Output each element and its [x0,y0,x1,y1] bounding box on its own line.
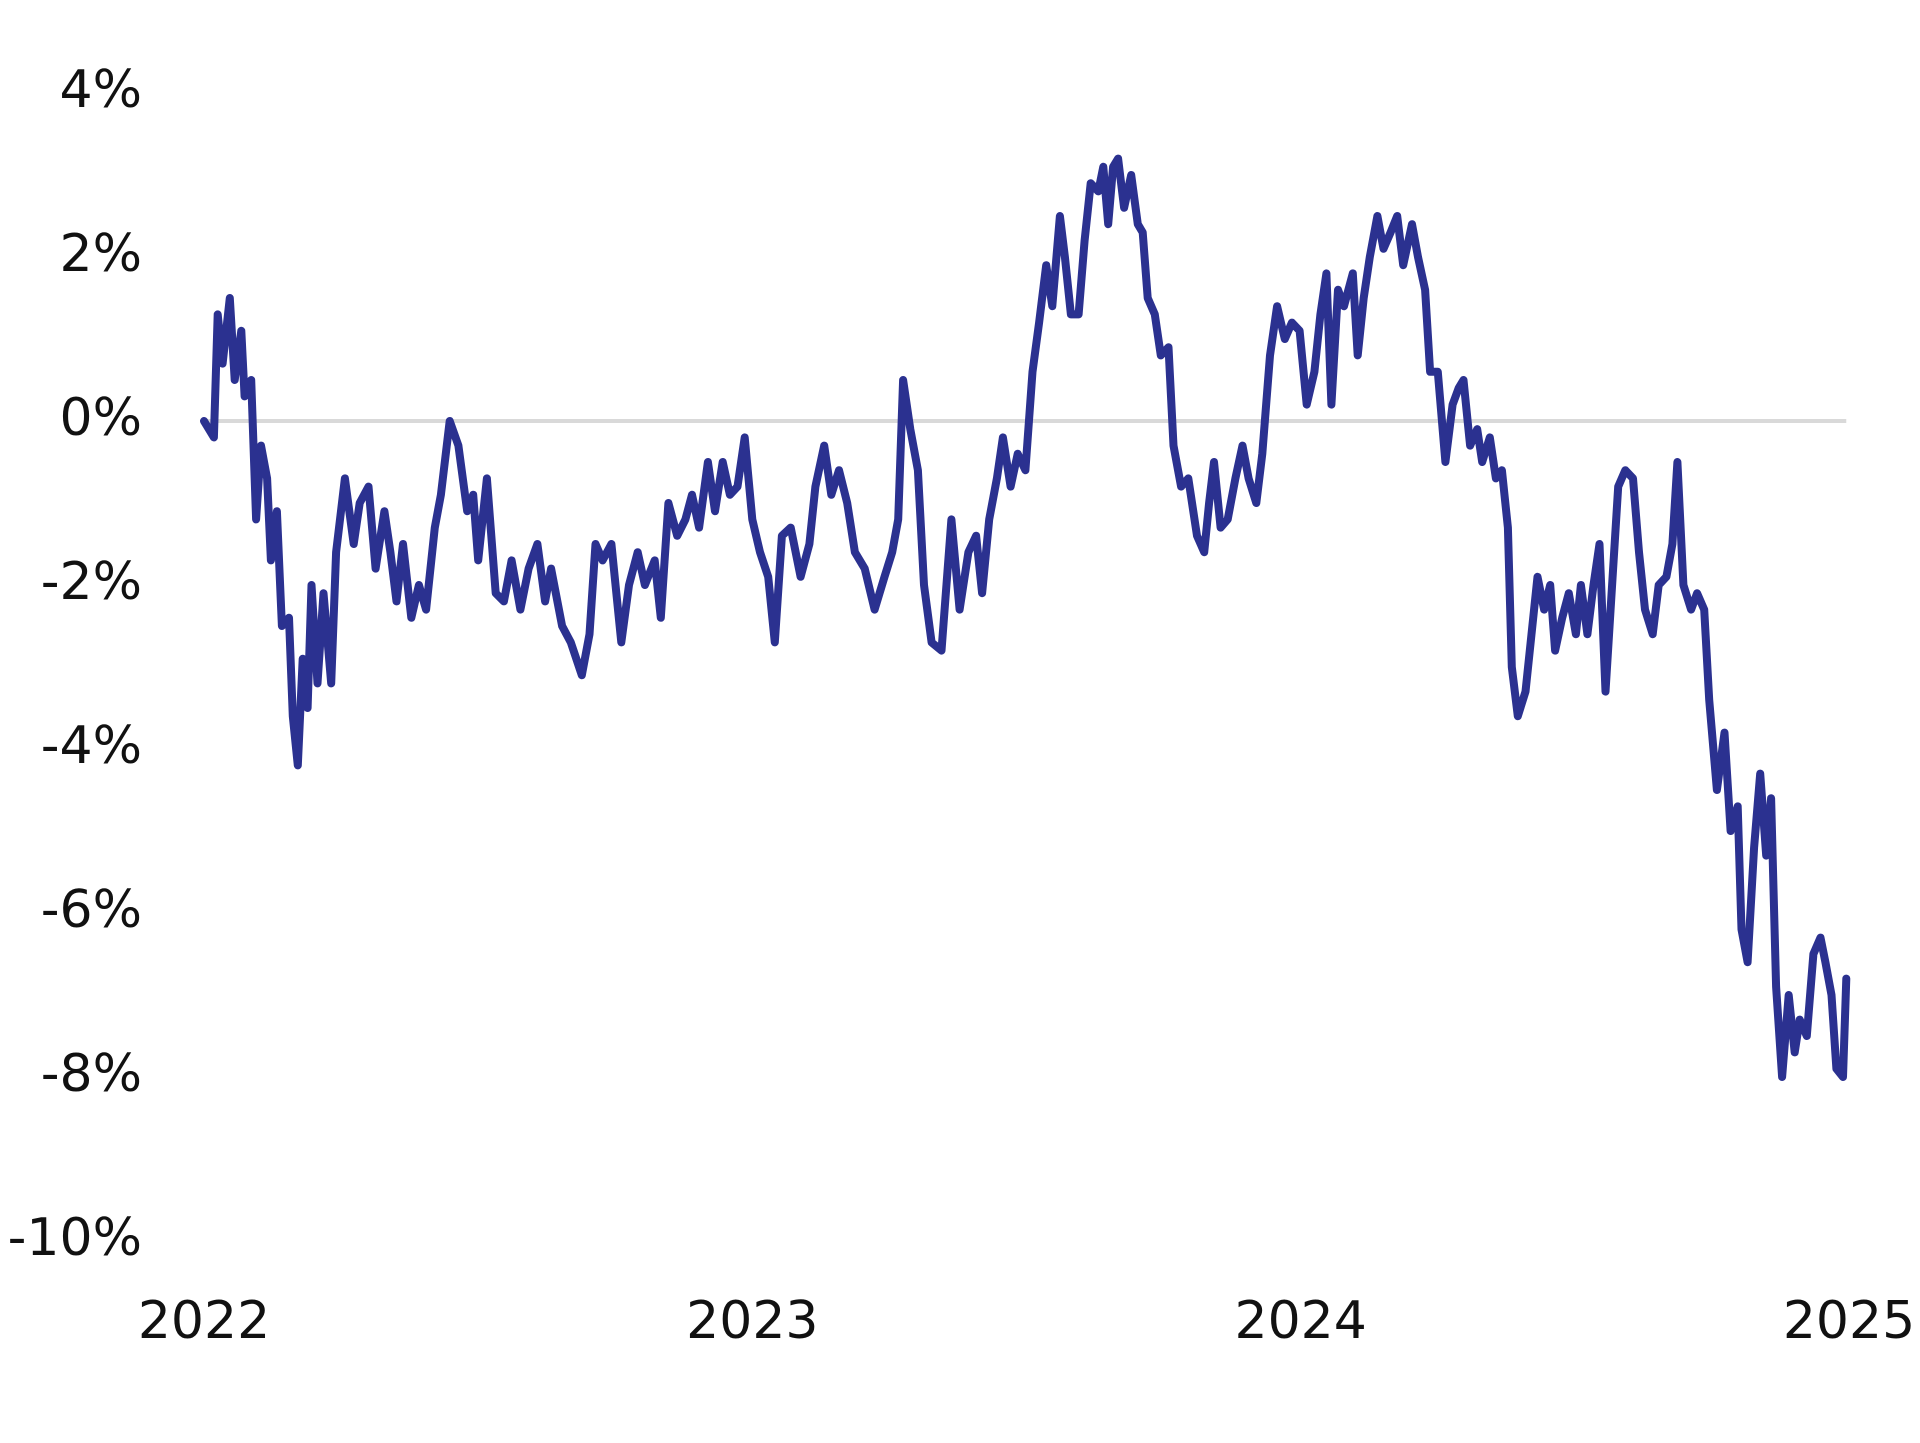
data-line [200,154,1851,1081]
y-tick-label: 4% [60,60,143,120]
y-tick-label: 2% [60,224,143,284]
x-tick-label: 2024 [1234,1291,1366,1351]
y-tick-label: 0% [60,388,143,448]
x-tick-label: 2022 [138,1291,270,1351]
x-tick-label: 2025 [1783,1291,1915,1351]
x-tick-label: 2023 [686,1291,818,1351]
y-tick-label: -10% [8,1208,142,1268]
y-tick-label: -2% [41,552,142,612]
y-tick-label: -6% [41,880,142,940]
y-tick-label: -8% [41,1044,142,1104]
y-tick-label: -4% [41,716,142,776]
